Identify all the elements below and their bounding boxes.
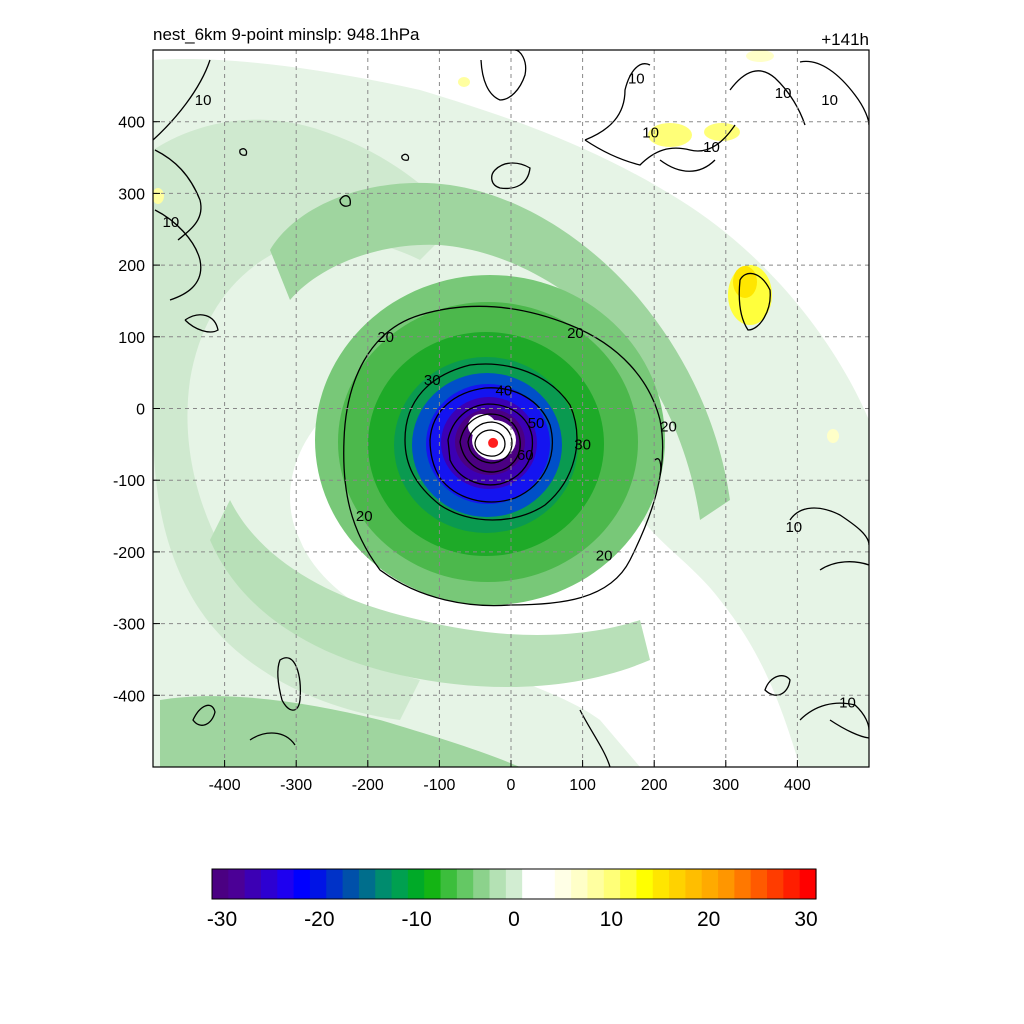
contour-label: 10	[642, 124, 659, 141]
colorbar-ticks: -30 -20 -10 0 10 20 30	[207, 908, 818, 931]
contour-label: 50	[528, 415, 545, 432]
x-tick-label: -400	[209, 777, 241, 794]
contour-label: 10	[628, 71, 645, 88]
colorbar-swatch	[701, 869, 719, 899]
time-label: +141h	[821, 30, 869, 49]
y-tick-label: -200	[113, 545, 145, 562]
x-tick-label: 0	[507, 777, 516, 794]
colorbar-swatch	[636, 869, 654, 899]
colorbar-tick-label: -30	[207, 908, 237, 931]
colorbar-swatch	[783, 869, 801, 899]
storm-center-marker	[488, 437, 499, 448]
colorbar-swatch	[554, 869, 572, 899]
contour-label: 10	[195, 92, 212, 109]
contour-label: 60	[517, 447, 534, 464]
colorbar-swatch	[538, 869, 556, 899]
colorbar-swatch	[522, 869, 540, 899]
colorbar-swatch	[685, 869, 703, 899]
colorbar-swatch	[326, 869, 344, 899]
x-tick-label: 100	[569, 777, 596, 794]
contour-label: 40	[495, 383, 512, 400]
colorbar-tick-label: 10	[600, 908, 623, 931]
colorbar-swatch	[718, 869, 735, 899]
y-axis: 400 300 200 100 0 -100 -200 -300 -400	[113, 115, 160, 705]
colorbar-swatch	[391, 869, 409, 899]
colorbar-tick-label: -20	[304, 908, 334, 931]
colorbar-swatch	[750, 869, 768, 899]
y-tick-label: 300	[118, 186, 145, 203]
colorbar-swatch	[440, 869, 458, 899]
contour-label: 20	[596, 547, 613, 564]
y-tick-label: 400	[118, 115, 145, 132]
contour-label: 10	[703, 139, 720, 156]
colorbar-swatch	[767, 869, 784, 899]
colorbar-swatch	[652, 869, 670, 899]
colorbar-swatch	[358, 869, 376, 899]
colorbar-swatch	[293, 869, 311, 899]
colorbar-swatch	[424, 869, 442, 899]
colorbar-frame	[211, 868, 817, 900]
contour-labels: 10 10 10 10 10 10 10 10 10 20 20 20 20 20 30 30 40 50 60	[163, 71, 856, 712]
colorbar-swatch	[587, 869, 605, 899]
y-tick-label: 0	[136, 402, 145, 419]
x-tick-label: 300	[712, 777, 739, 794]
x-tick-label: 400	[784, 777, 811, 794]
colorbar-swatch	[375, 869, 393, 899]
colorbar-swatch	[571, 869, 589, 899]
contour-label: 10	[775, 85, 792, 102]
colorbar-tick-label: 0	[508, 908, 520, 931]
colorbar-swatch	[212, 869, 229, 899]
y-tick-label: -100	[113, 473, 145, 490]
contour-label: 10	[839, 694, 856, 711]
colorbar-swatch	[260, 869, 278, 899]
colorbar-tick-label: -10	[401, 908, 431, 931]
colorbar	[211, 868, 817, 900]
contour-label: 30	[424, 372, 441, 389]
colorbar-swatch	[473, 869, 491, 899]
colorbar-tick-label: 30	[794, 908, 817, 931]
y-tick-label: 200	[118, 258, 145, 275]
x-tick-label: -100	[423, 777, 455, 794]
colorbar-swatch	[407, 869, 425, 899]
colorbar-swatch	[620, 869, 638, 899]
contour-label: 10	[163, 214, 180, 231]
contour-label: 20	[660, 418, 677, 435]
y-tick-label: -400	[113, 688, 145, 705]
colorbar-swatch	[603, 869, 621, 899]
colorbar-swatch	[342, 869, 360, 899]
y-tick-label: -300	[113, 617, 145, 634]
colorbar-swatch	[734, 869, 752, 899]
chart-title: nest_6km 9-point minslp: 948.1hPa	[153, 25, 420, 44]
x-tick-label: -200	[352, 777, 384, 794]
colorbar-tick-label: 20	[697, 908, 720, 931]
contour-label: 30	[574, 436, 591, 453]
contour-label: 10	[821, 92, 838, 109]
x-tick-label: -300	[280, 777, 312, 794]
x-tick-label: 200	[641, 777, 668, 794]
contour-label: 20	[356, 508, 373, 525]
x-axis: -400 -300 -200 -100 0 100 200 300 400	[209, 760, 811, 794]
colorbar-swatch	[456, 869, 474, 899]
contour-label: 20	[377, 329, 394, 346]
colorbar-swatch	[489, 869, 507, 899]
colorbar-swatch	[799, 869, 817, 899]
colorbar-swatch	[669, 869, 687, 899]
colorbar-swatch	[277, 869, 295, 899]
contour-lines	[153, 50, 869, 767]
colorbar-swatch	[309, 869, 327, 899]
y-tick-label: 100	[118, 330, 145, 347]
colorbar-swatch	[244, 869, 262, 899]
contour-label: 20	[567, 325, 584, 342]
contour-label: 10	[785, 519, 802, 536]
colorbar-swatch	[228, 869, 246, 899]
colorbar-swatch	[505, 869, 523, 899]
